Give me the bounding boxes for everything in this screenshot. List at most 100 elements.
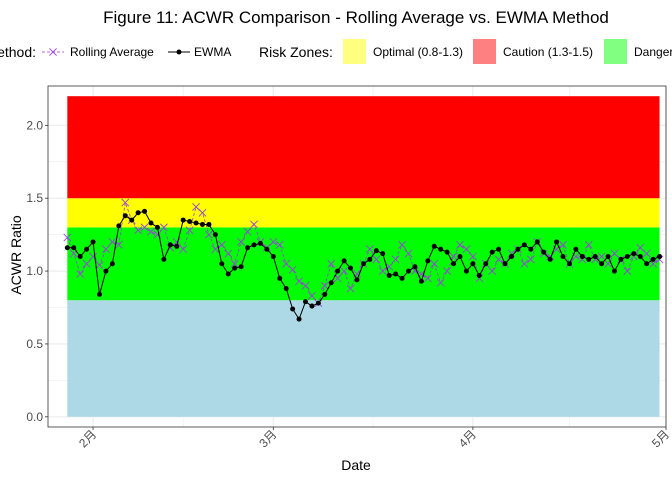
series-point — [97, 291, 102, 297]
series-point — [109, 261, 115, 267]
legend-label: Rolling Average — [70, 45, 154, 59]
series-point — [172, 238, 181, 246]
legend-label: EWMA — [194, 45, 231, 59]
series-point — [476, 272, 482, 278]
zone-legend-swatch — [604, 39, 627, 64]
x-tick-label: 4月 — [456, 427, 479, 450]
series-point — [102, 245, 110, 254]
legend-key-marker — [176, 49, 182, 55]
series-point — [205, 230, 213, 239]
risk-zone-band — [67, 300, 660, 417]
series-point — [573, 246, 579, 252]
series-point — [399, 275, 405, 281]
series-point — [250, 220, 258, 229]
series-point — [560, 254, 566, 259]
series-point — [554, 239, 560, 245]
series-point — [301, 281, 310, 290]
series-point — [559, 240, 567, 249]
series-point — [365, 245, 374, 254]
series-point — [322, 291, 328, 297]
legend-key-marker — [49, 48, 57, 56]
series-point — [212, 232, 218, 238]
series-point — [566, 261, 572, 267]
series-point — [592, 254, 598, 259]
series-point — [584, 240, 593, 249]
chart-title: Figure 11: ACWR Comparison - Rolling Ave… — [103, 8, 609, 27]
y-tick-label: 2.0 — [26, 118, 43, 132]
series-point — [541, 249, 547, 255]
series-point — [385, 262, 394, 271]
series-0 — [63, 198, 664, 308]
series-point — [116, 223, 122, 229]
series-point — [462, 245, 471, 254]
series-point — [296, 316, 302, 322]
series-point — [179, 245, 188, 254]
series-point — [438, 246, 444, 252]
series-point — [494, 255, 503, 264]
series-point — [303, 299, 308, 305]
series-1 — [64, 208, 663, 322]
series-point — [193, 220, 199, 226]
series-point — [605, 254, 611, 259]
series-point — [71, 245, 77, 251]
zone-legend-label: Danger (>1.5) — [634, 45, 672, 59]
series-point — [360, 261, 366, 267]
zone-legend-swatch — [343, 39, 366, 64]
series-point — [224, 249, 233, 258]
series-point — [502, 261, 508, 267]
series-point — [288, 265, 297, 274]
series-point — [534, 239, 540, 245]
zone-legend-label: Optimal (0.8-1.3) — [373, 45, 463, 59]
y-axis-title: ACWR Ratio — [8, 215, 24, 295]
series-point — [528, 246, 534, 252]
series-point — [277, 275, 283, 281]
series-point — [391, 255, 400, 264]
series-point — [436, 278, 445, 287]
series-point — [148, 220, 154, 226]
series-point — [290, 306, 296, 312]
series-point — [657, 254, 663, 259]
y-tick-label: 0.0 — [26, 410, 43, 424]
series-point — [295, 277, 303, 286]
series-point — [64, 245, 70, 251]
series-point — [309, 303, 315, 309]
series-point — [354, 277, 360, 283]
series-point — [134, 226, 143, 235]
series-point — [103, 268, 109, 274]
risk-zones — [67, 96, 660, 417]
risk-zone-band — [67, 198, 660, 228]
series-point — [320, 281, 329, 290]
series-point — [372, 255, 381, 264]
series-point — [618, 256, 624, 262]
series-point — [489, 249, 495, 255]
series-point — [308, 291, 316, 300]
series-point — [257, 240, 263, 246]
series-point — [509, 254, 514, 259]
series-point — [245, 245, 251, 251]
series-point — [95, 261, 104, 270]
series-point — [142, 208, 148, 214]
series-point — [200, 221, 205, 227]
series-point — [147, 227, 155, 236]
risk-zone-band — [67, 96, 660, 199]
series-point — [328, 280, 334, 286]
series-point — [77, 254, 83, 259]
series-point — [579, 254, 585, 259]
series-point — [140, 223, 149, 232]
zone-legend-label: Caution (1.3-1.5) — [503, 45, 593, 59]
series-point — [623, 267, 632, 275]
zone-legend-swatch — [473, 39, 496, 64]
series-point — [232, 265, 238, 271]
series-point — [82, 259, 91, 268]
series-point — [423, 274, 432, 283]
series-point — [346, 284, 355, 293]
series-point — [340, 267, 349, 275]
series-point — [129, 217, 135, 223]
x-tick-label: 2月 — [76, 427, 99, 450]
series-point — [185, 226, 194, 235]
series-point — [456, 240, 464, 249]
series-point — [515, 246, 521, 252]
series-point — [219, 261, 225, 267]
series-point — [348, 265, 354, 271]
